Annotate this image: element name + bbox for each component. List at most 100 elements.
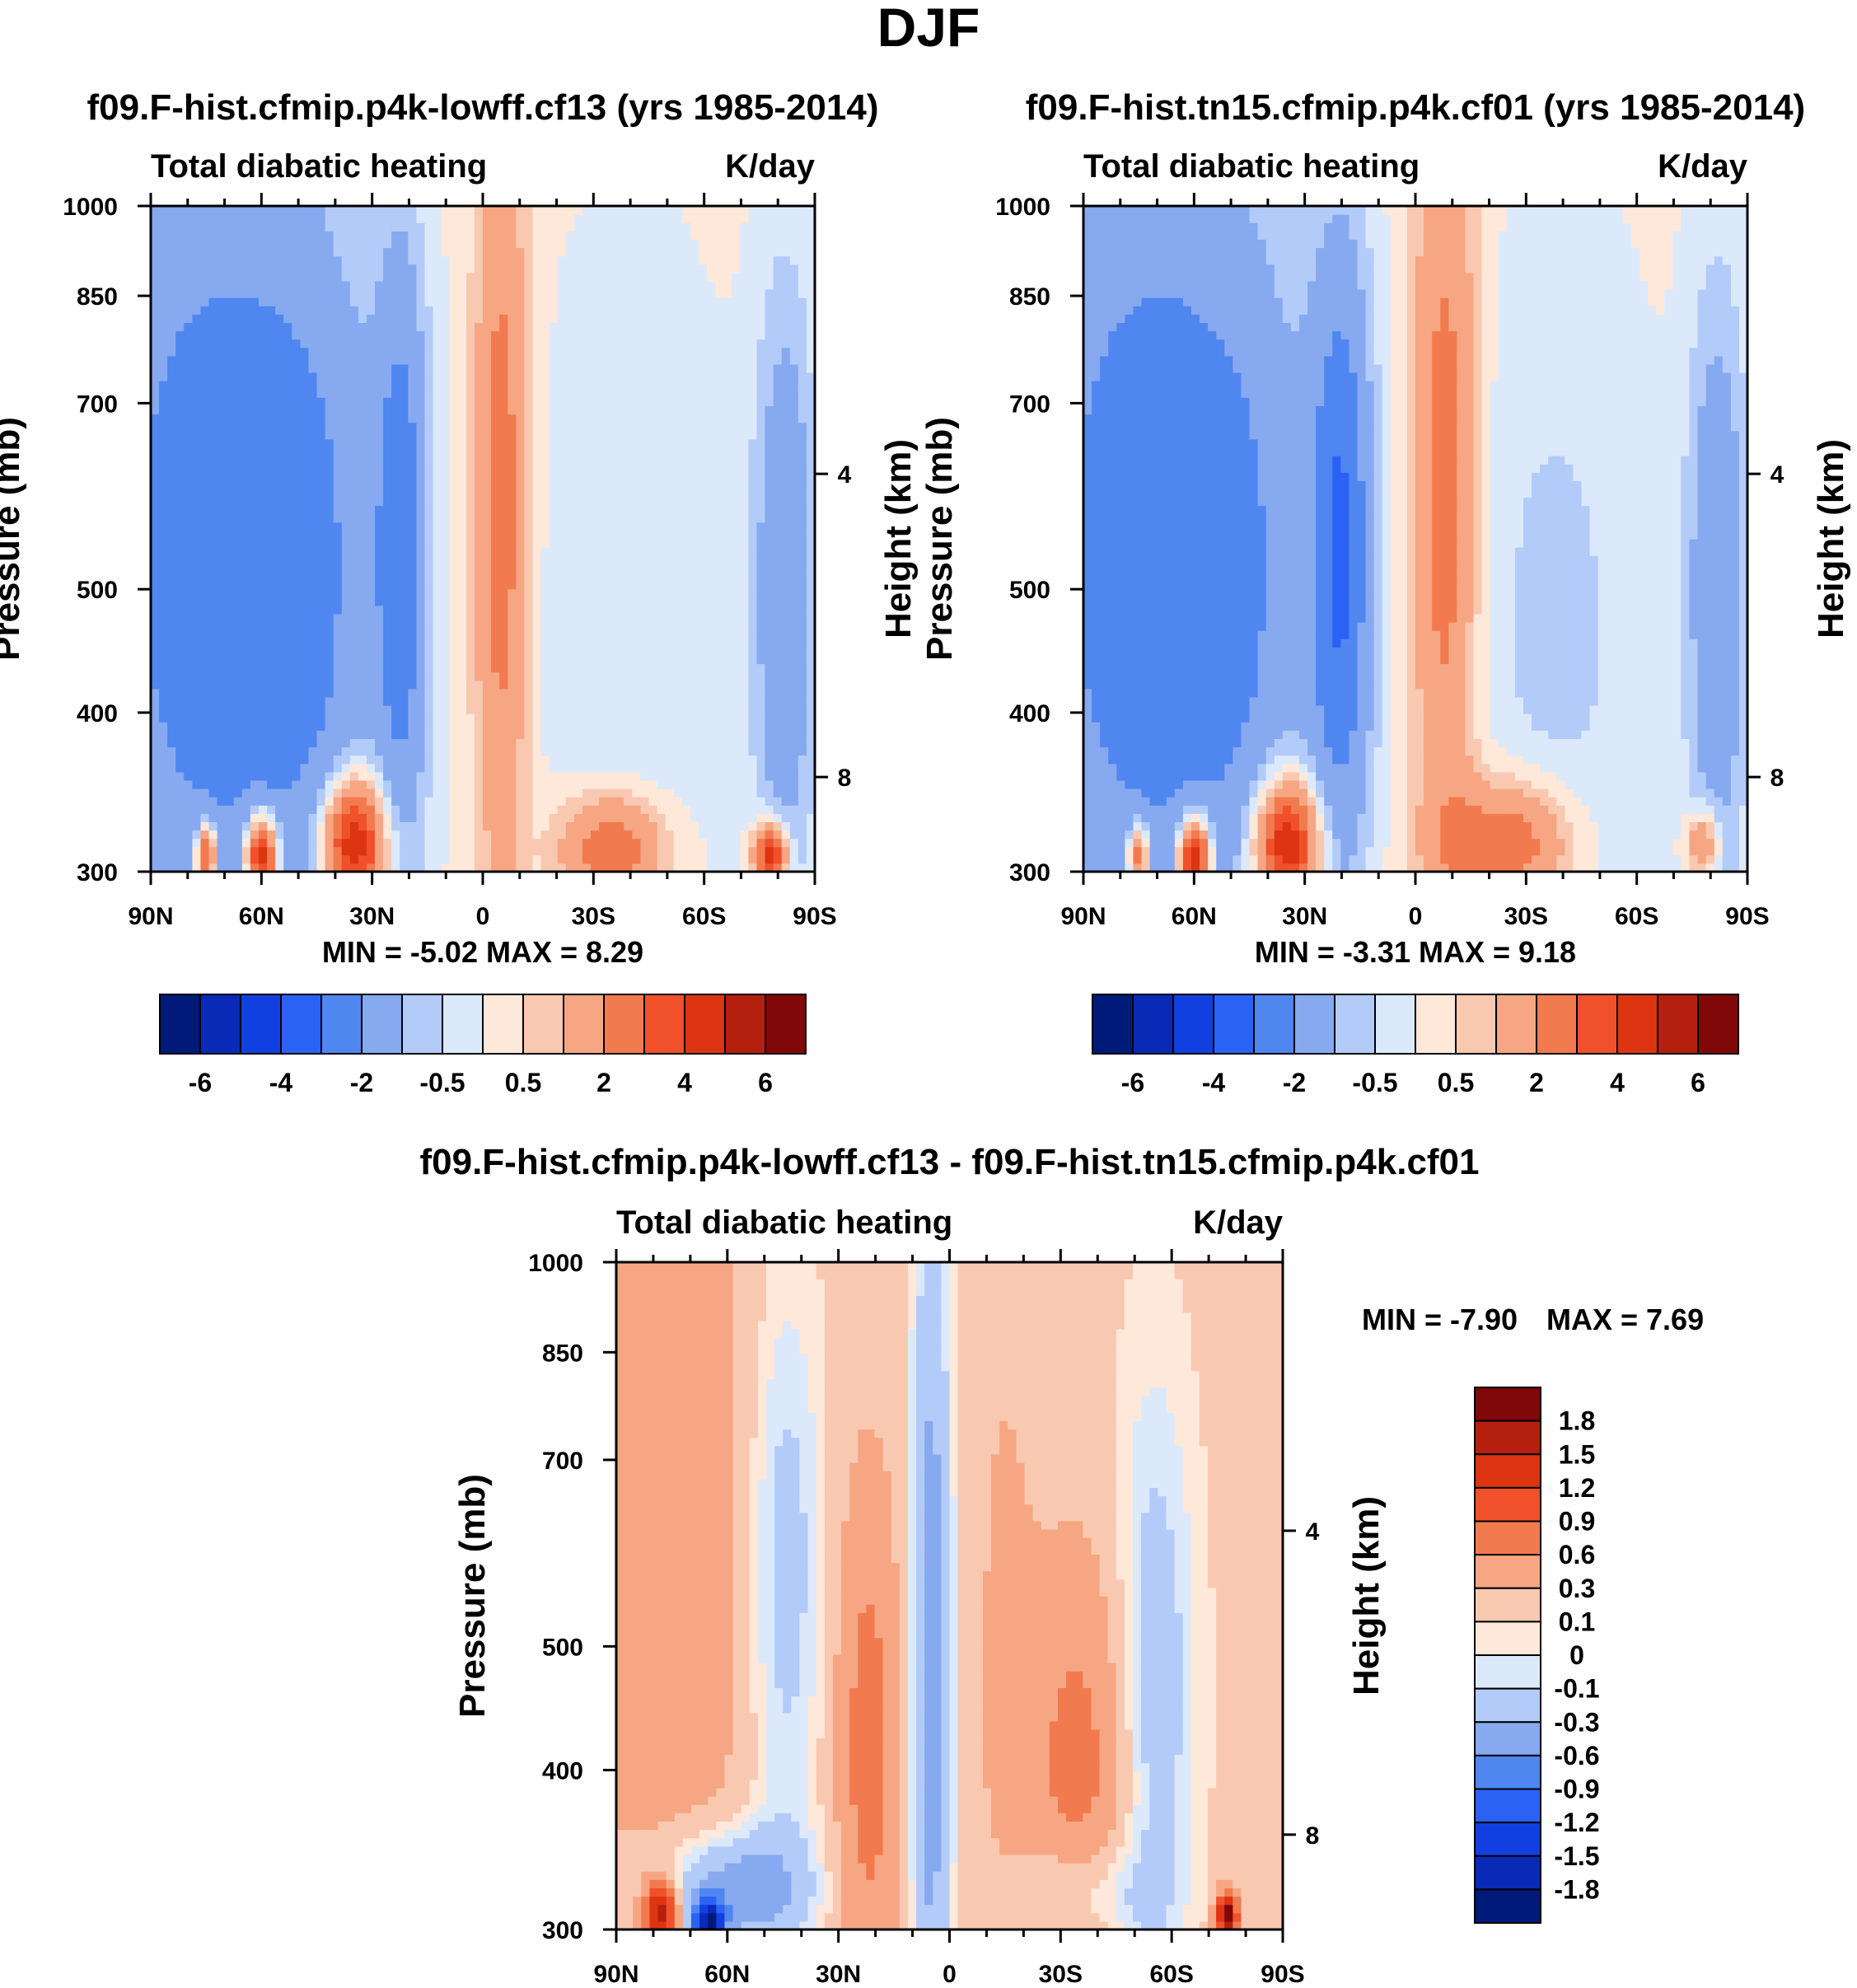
heatmap-cell xyxy=(558,797,567,806)
heatmap-cell xyxy=(790,423,799,432)
heatmap-cell xyxy=(508,589,517,598)
heatmap-cell xyxy=(682,705,691,714)
heatmap-cell xyxy=(175,847,185,856)
heatmap-cell xyxy=(424,356,433,365)
heatmap-cell xyxy=(433,638,442,648)
heatmap-cell xyxy=(798,664,807,673)
heatmap-cell xyxy=(416,630,425,639)
heatmap-cell xyxy=(566,489,575,498)
heatmap-cell xyxy=(325,439,334,448)
heatmap-cell xyxy=(732,539,741,548)
heatmap-cell xyxy=(674,356,683,365)
heatmap-cell xyxy=(167,647,176,656)
heatmap-cell xyxy=(375,689,384,698)
heatmap-cell xyxy=(358,572,367,581)
heatmap-cell xyxy=(649,797,658,806)
heatmap-cell xyxy=(259,747,268,756)
heatmap-cell xyxy=(756,606,765,615)
heatmap-cell xyxy=(175,797,185,806)
heatmap-cell xyxy=(699,480,708,489)
heatmap-cell xyxy=(566,555,575,564)
heatmap-cell xyxy=(151,855,160,864)
heatmap-cell xyxy=(483,447,492,456)
heatmap-cell xyxy=(184,830,193,840)
heatmap-cell xyxy=(624,589,633,598)
heatmap-cell xyxy=(209,697,218,706)
heatmap-cell xyxy=(292,730,301,739)
heatmap-cell xyxy=(491,356,500,365)
heatmap-cell xyxy=(558,531,567,540)
heatmap-cell xyxy=(491,522,500,531)
heatmap-cell xyxy=(391,372,400,381)
heatmap-cell xyxy=(624,630,633,639)
heatmap-cell xyxy=(275,431,284,440)
heatmap-cell xyxy=(416,681,425,690)
heatmap-cell xyxy=(541,630,550,639)
heatmap-cell xyxy=(765,506,774,515)
heatmap-cell xyxy=(690,522,699,531)
heatmap-cell xyxy=(682,472,691,481)
heatmap-cell xyxy=(765,414,774,423)
heatmap-cell xyxy=(408,738,417,747)
heatmap-cell xyxy=(218,622,227,631)
heatmap-cell xyxy=(550,514,559,523)
heatmap-cell xyxy=(615,480,624,489)
heatmap-cell xyxy=(209,830,218,840)
heatmap-cell xyxy=(342,755,351,765)
heatmap-cell xyxy=(308,547,317,556)
heatmap-cell xyxy=(350,788,359,798)
heatmap-cell xyxy=(259,514,268,523)
heatmap-cell xyxy=(499,655,508,664)
heatmap-cell xyxy=(292,638,301,648)
heatmap-cell xyxy=(458,423,467,432)
heatmap-cell xyxy=(242,755,251,765)
heatmap-cell xyxy=(640,498,649,507)
heatmap-cell xyxy=(674,622,683,631)
heatmap-cell xyxy=(209,431,218,440)
heatmap-cell xyxy=(442,738,451,747)
heatmap-cell xyxy=(732,414,741,423)
heatmap-cell xyxy=(483,597,492,606)
heatmap-cell xyxy=(740,547,749,556)
heatmap-cell xyxy=(267,564,276,573)
heatmap-cell xyxy=(607,705,616,714)
heatmap-cell xyxy=(591,356,600,365)
heatmap-cell xyxy=(649,389,658,398)
heatmap-cell xyxy=(649,713,658,723)
heatmap-cell xyxy=(325,788,334,798)
heatmap-cell xyxy=(325,772,334,781)
heatmap-cell xyxy=(732,480,741,489)
heatmap-cell xyxy=(159,589,168,598)
heatmap-cell xyxy=(267,681,276,690)
heatmap-cell xyxy=(424,506,433,515)
heatmap-cell xyxy=(707,389,716,398)
heatmap-cell xyxy=(715,456,724,465)
heatmap-cell xyxy=(566,730,575,739)
heatmap-cell xyxy=(408,780,417,789)
heatmap-cell xyxy=(308,713,317,723)
heatmap-cell xyxy=(400,689,409,698)
heatmap-cell xyxy=(699,821,708,830)
heatmap-cell xyxy=(350,539,359,548)
heatmap-cell xyxy=(657,855,667,864)
heatmap-cell xyxy=(550,572,559,581)
heatmap-cell xyxy=(242,555,251,564)
heatmap-cell xyxy=(574,472,583,481)
heatmap-cell xyxy=(599,713,608,723)
heatmap-cell xyxy=(424,531,433,540)
heatmap-cell xyxy=(624,697,633,706)
heatmap-cell xyxy=(259,638,268,648)
heatmap-cell xyxy=(740,522,749,531)
heatmap-cell xyxy=(682,655,691,664)
heatmap-cell xyxy=(234,414,243,423)
heatmap-cell xyxy=(375,539,384,548)
heatmap-cell xyxy=(358,581,367,590)
heatmap-cell xyxy=(184,630,193,639)
heatmap-cell xyxy=(657,797,667,806)
heatmap-cell xyxy=(450,738,459,747)
heatmap-cell xyxy=(574,655,583,664)
heatmap-cell xyxy=(774,606,783,615)
heatmap-cell xyxy=(607,547,616,556)
heatmap-cell xyxy=(582,788,592,798)
heatmap-cell xyxy=(649,539,658,548)
